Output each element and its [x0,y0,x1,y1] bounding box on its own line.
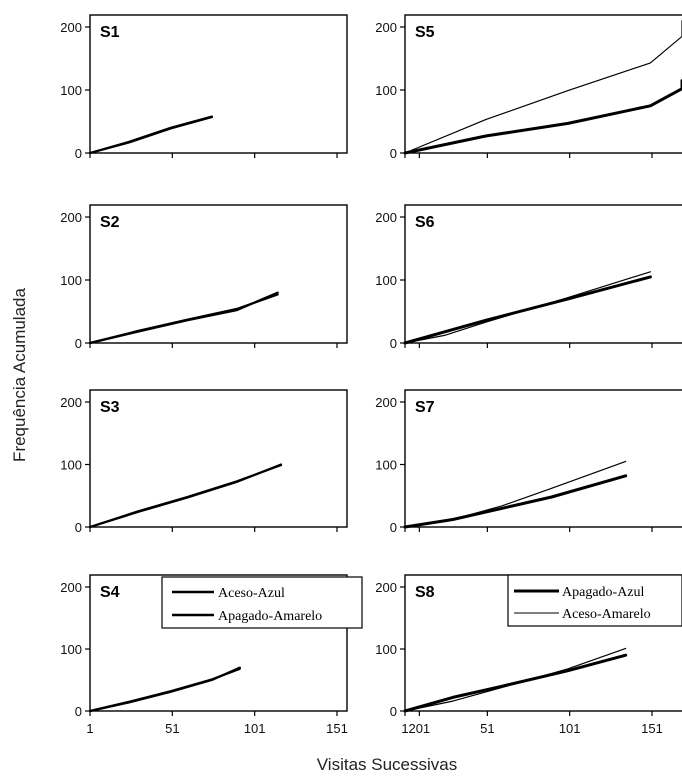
y-tick-label: 0 [75,336,82,351]
x-tick-label: 101 [559,721,581,736]
panel-s5: 0 100 200 S5 [375,14,682,161]
series-line-apagado-amarelo [88,667,241,713]
legend-right-label-1: Apagado-Azul [562,585,645,600]
y-tick-label: 200 [375,395,397,410]
series-line-aceso-azul [88,666,241,713]
panel-label: S8 [415,584,435,601]
series-line-aceso-amarelo [404,647,627,712]
panel-s1: 0 100 200 S1 [60,14,420,161]
legend-left-label-2: Apagado-Amarelo [218,609,322,624]
legend-left-label-1: Aceso-Azul [218,586,285,601]
x-tick-label: 51 [165,721,179,736]
legend-right-label-2: Aceso-Amarelo [562,607,651,622]
series-line-apagado-amarelo [88,115,213,155]
panel-label: S4 [100,584,120,601]
series-line-aceso-amarelo [404,460,627,528]
y-tick-label: 200 [375,580,397,595]
panel-frame [89,204,348,344]
y-tick-label: 0 [390,336,397,351]
panel-label: S2 [100,214,120,231]
series-line-aceso-amarelo [404,271,652,344]
y-tick-label: 100 [60,273,82,288]
y-tick-label: 0 [75,520,82,535]
y-tick-label: 0 [75,146,82,161]
panel-frame [89,389,348,528]
y-tick-label: 100 [375,273,397,288]
x-tick-label: 1 [86,721,93,736]
x-tick-label: 51 [480,721,494,736]
panel-label: S6 [415,214,435,231]
panel-frame [404,14,682,154]
y-tick-label: 200 [375,210,397,225]
y-tick-label: 0 [390,520,397,535]
series-line-apagado-azul [403,653,628,713]
y-tick-label: 0 [390,704,397,719]
legend-right: Apagado-Azul Aceso-Amarelo [507,574,682,627]
x-tick-label: 151 [326,721,348,736]
legend-left: Aceso-Azul Apagado-Amarelo [161,576,363,629]
y-tick-label: 100 [375,458,397,473]
y-tick-label: 200 [60,20,82,35]
x-tick-label: 201 [408,721,430,736]
y-tick-label: 200 [60,580,82,595]
y-tick-label: 100 [60,83,82,98]
y-tick-label: 200 [60,395,82,410]
legend-left-box [161,576,363,629]
y-tick-label: 100 [60,642,82,657]
x-tick-label: 151 [641,721,663,736]
panel-s6: 0 100 200 S6 [375,204,682,351]
y-tick-label: 100 [60,458,82,473]
panel-s7: 0 100 200 S7 [375,389,682,535]
y-tick-label: 0 [75,704,82,719]
series-line-apagado-azul [403,79,682,155]
panel-s2: 0 100 200 S2 [60,204,420,351]
y-tick-label: 200 [60,210,82,225]
x-tick-label: 1 [401,721,408,736]
series-line-apagado-amarelo [88,293,279,345]
y-tick-label: 100 [375,642,397,657]
panel-frame [404,204,682,344]
legend-right-box [507,574,682,627]
panel-frame [89,14,348,154]
x-tick-label: 101 [244,721,266,736]
panel-frame [89,574,348,712]
panel-label: S1 [100,24,120,41]
y-tick-label: 100 [375,83,397,98]
series-line-aceso-amarelo [404,20,682,154]
panel-label: S3 [100,399,120,416]
y-tick-label: 0 [390,146,397,161]
panel-label: S5 [415,24,435,41]
panel-label: S7 [415,399,435,416]
panel-frame [404,389,682,528]
x-axis-title: Visitas Sucessivas [317,755,457,774]
y-tick-label: 200 [375,20,397,35]
series-line-apagado-amarelo [88,464,283,529]
y-axis-title: Frequência Acumulada [10,288,29,462]
panel-s3: 0 100 200 S3 [60,389,420,535]
